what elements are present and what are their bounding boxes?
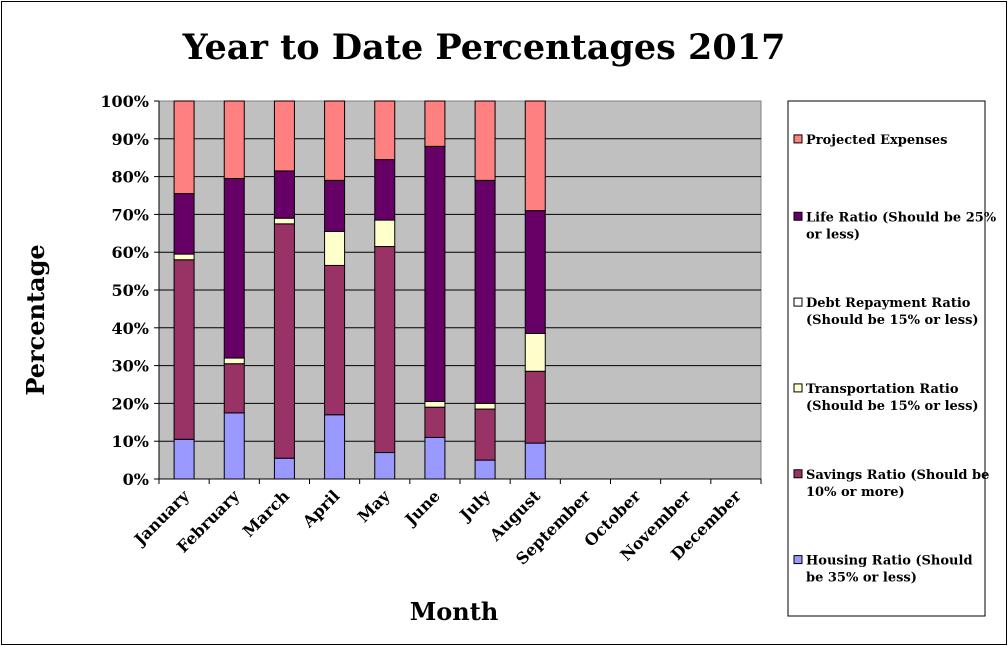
y-tick-label: 100% <box>100 92 149 111</box>
bar-segment <box>424 406 446 438</box>
y-tick-label: 30% <box>112 357 149 376</box>
x-tick-label: June <box>400 486 444 530</box>
bar-segment <box>474 100 496 181</box>
x-tick-label: April <box>298 486 343 531</box>
legend-box <box>787 100 986 617</box>
bar-segment <box>324 179 346 232</box>
bar-segment <box>273 457 295 480</box>
bar-segment <box>324 264 346 416</box>
legend-label: (Should be 15% or less) <box>806 399 979 414</box>
bar-segment <box>524 332 546 372</box>
bar-segment <box>173 193 195 255</box>
legend-label: (Should be 15% or less) <box>806 313 979 328</box>
bar-segment <box>223 357 245 365</box>
bar-segment <box>324 100 346 181</box>
bar-segment <box>374 219 396 248</box>
bar-segment <box>173 253 195 261</box>
bar-segment <box>474 402 496 410</box>
chart-title: Year to Date Percentages 2017 <box>182 27 786 68</box>
x-tick-label: May <box>354 486 394 526</box>
y-tick-label: 20% <box>112 394 149 413</box>
gridlines <box>159 138 761 442</box>
legend-label: be 35% or less) <box>806 571 917 586</box>
bar-segment <box>424 436 446 480</box>
bar-segment <box>374 246 396 454</box>
y-tick-label: 60% <box>112 243 149 262</box>
bar-segment <box>524 210 546 334</box>
legend-label: Projected Expenses <box>806 133 947 148</box>
y-axis: 0% 10% 20% 30% 40% 50% 60% 70% 80% 90% 100% <box>100 92 160 489</box>
bar-segment <box>273 217 295 225</box>
bar-segment <box>223 412 245 480</box>
bar-segment <box>173 438 195 480</box>
bar-segment <box>223 100 245 179</box>
bar-segment <box>474 459 496 480</box>
legend-label: Housing Ratio (Should <box>806 554 973 569</box>
bar-segment <box>173 259 195 440</box>
legend-label: or less) <box>806 227 860 242</box>
legend-swatch <box>793 383 803 393</box>
x-axis-title: Month <box>410 597 499 626</box>
bar-segment <box>223 177 245 359</box>
bar-segment <box>474 408 496 461</box>
y-tick-label: 70% <box>112 205 149 224</box>
y-axis-title: Percentage <box>21 244 50 395</box>
bar-segment <box>374 100 396 161</box>
bars-group <box>173 100 546 480</box>
bar-segment <box>424 100 446 147</box>
bar-segment <box>524 442 546 480</box>
bar-segment <box>273 223 295 459</box>
bar-segment <box>424 401 446 408</box>
legend-label: Savings Ratio (Should be <box>806 468 989 483</box>
bar-segment <box>273 170 295 219</box>
legend: Projected Expenses Life Ratio (Should be … <box>793 133 997 586</box>
legend-label: Transportation Ratio <box>806 382 959 397</box>
bar-segment <box>273 100 295 172</box>
y-tick-label: 0% <box>123 470 149 489</box>
legend-swatch <box>793 297 803 307</box>
bar-segment <box>324 230 346 266</box>
y-tick-label: 50% <box>112 281 149 300</box>
legend-label: 10% or more) <box>806 485 905 500</box>
bar-segment <box>524 370 546 444</box>
x-tick-label: March <box>239 486 294 541</box>
legend-label: Life Ratio (Should be 25% <box>806 210 997 225</box>
bar-segment <box>324 414 346 480</box>
y-tick-label: 40% <box>112 319 149 338</box>
bar-segment <box>374 159 396 221</box>
bar-segment <box>474 179 496 404</box>
x-tick-label: July <box>455 486 495 526</box>
legend-label: Debt Repayment Ratio <box>806 296 971 311</box>
legend-swatch <box>793 211 803 221</box>
y-tick-label: 80% <box>112 168 149 187</box>
legend-swatch <box>793 134 803 144</box>
legend-swatch <box>793 469 803 479</box>
bar-segment <box>524 100 546 212</box>
bar-segment <box>374 452 396 480</box>
y-tick-label: 10% <box>112 432 149 451</box>
legend-swatch <box>793 555 803 565</box>
y-tick-label: 90% <box>112 130 149 149</box>
bar-segment <box>424 145 446 403</box>
bar-segment <box>173 100 195 195</box>
bar-segment <box>223 363 245 414</box>
